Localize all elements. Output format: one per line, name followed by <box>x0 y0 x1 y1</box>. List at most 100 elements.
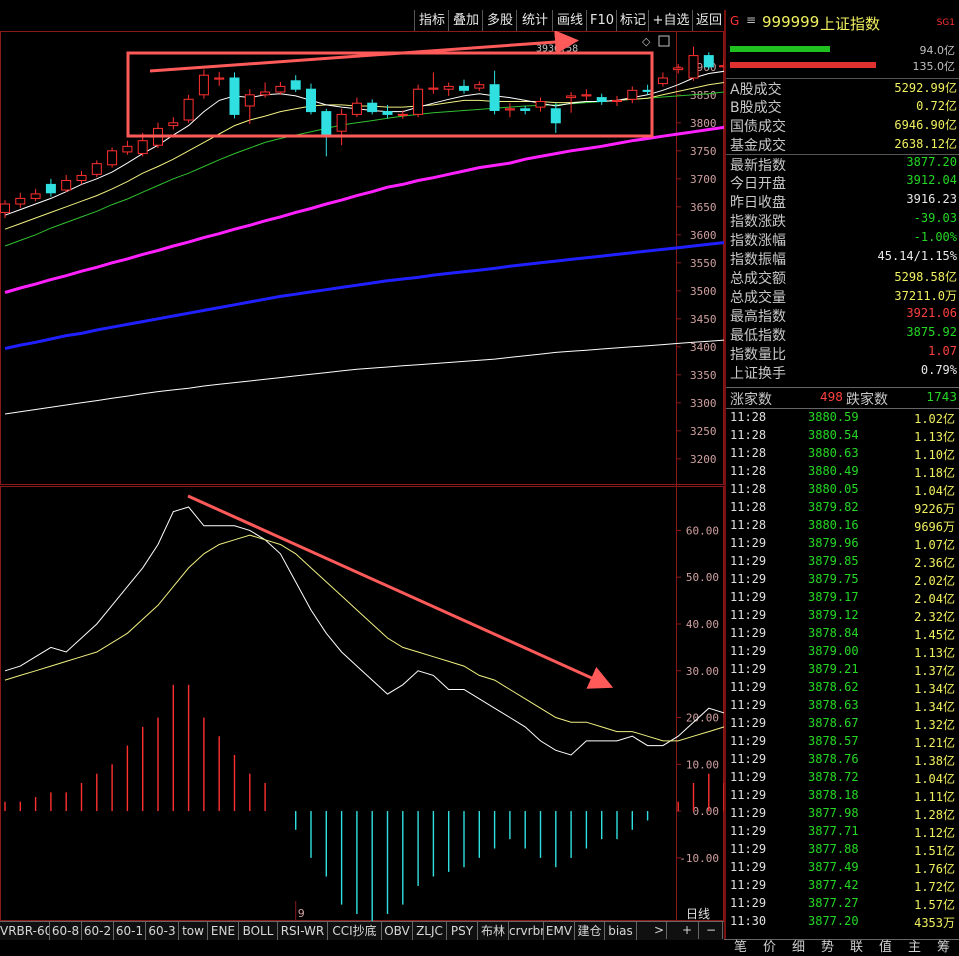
panel-btn-7[interactable]: 筹 <box>936 940 950 955</box>
menu-icon[interactable]: ≡ <box>746 13 757 27</box>
tick-row[interactable]: 11:30 3877.20 4353万 <box>726 914 959 932</box>
tick-row[interactable]: 11:29 3878.84 1.45亿 <box>726 626 959 644</box>
indicator-tab-11[interactable]: ZLJC <box>413 922 447 940</box>
tick-row[interactable]: 11:29 3879.85 2.36亿 <box>726 554 959 572</box>
toolbar-btn-5[interactable]: F10 <box>586 10 617 31</box>
tick-row[interactable]: 11:29 3878.72 1.04亿 <box>726 770 959 788</box>
toolbar-btn-3[interactable]: 统计 <box>516 10 553 31</box>
toolbar-btn-1[interactable]: 叠加 <box>448 10 483 31</box>
tick-row[interactable]: 11:29 3877.98 1.28亿 <box>726 806 959 824</box>
tick-price: 3878.62 <box>808 680 859 694</box>
candle <box>443 82 454 96</box>
tick-row[interactable]: 11:29 3879.00 1.13亿 <box>726 644 959 662</box>
candle <box>520 106 531 115</box>
toolbar-btn-0[interactable]: 指标 <box>414 10 449 31</box>
tick-time: 11:29 <box>730 608 767 622</box>
panel-btn-5[interactable]: 值 <box>878 940 892 955</box>
quote-label: 昨日收盘 <box>730 195 786 211</box>
candle-body <box>15 197 26 205</box>
tick-volume: 1.21亿 <box>914 736 955 750</box>
tick-volume: 1.13亿 <box>914 430 955 444</box>
price-tick-label: 3650 <box>690 201 717 214</box>
indicator-tab-13[interactable]: 布林 <box>478 922 509 940</box>
tab-next-button[interactable]: > <box>652 921 667 939</box>
tick-row[interactable]: 11:28 3880.16 9696万 <box>726 518 959 536</box>
tick-row[interactable]: 11:28 3880.63 1.10亿 <box>726 446 959 464</box>
indicator-tab-9[interactable]: CCI抄底 <box>328 922 382 940</box>
panel-btn-4[interactable]: 联 <box>849 940 863 955</box>
tick-row[interactable]: 11:29 3877.27 1.57亿 <box>726 896 959 914</box>
tick-row[interactable]: 11:28 3880.05 1.04亿 <box>726 482 959 500</box>
toolbar-btn-7[interactable]: +自选 <box>648 10 693 31</box>
toolbar-btn-8[interactable]: 返回 <box>692 10 725 31</box>
zoom-out-button[interactable]: − <box>700 921 723 939</box>
panel-btn-3[interactable]: 势 <box>820 940 834 955</box>
toolbar-btn-2[interactable]: 多股 <box>482 10 517 31</box>
price-chart[interactable] <box>0 46 725 415</box>
tick-row[interactable]: 11:29 3878.63 1.34亿 <box>726 698 959 716</box>
price-tick-label: 3850 <box>690 89 717 102</box>
toolbar-btn-6[interactable]: 标记 <box>616 10 649 31</box>
toolbar-btn-4[interactable]: 画线 <box>552 10 587 31</box>
indicator-tab-1[interactable]: 60-8 <box>50 922 82 940</box>
tick-row[interactable]: 11:29 3877.42 1.72亿 <box>726 878 959 896</box>
tick-volume: 1.11亿 <box>914 790 955 804</box>
indicator-tab-8[interactable]: RSI-WR <box>278 922 328 940</box>
panel-btn-0[interactable]: 笔 <box>733 940 747 955</box>
panel-btn-1[interactable]: 价 <box>762 940 776 955</box>
tick-row[interactable]: 11:28 3880.59 1.02亿 <box>726 410 959 428</box>
tick-row[interactable]: 11:29 3878.57 1.21亿 <box>726 734 959 752</box>
tick-volume: 1.12亿 <box>914 826 955 840</box>
indicator-tab-15[interactable]: EMV <box>544 922 575 940</box>
indicator-tab-4[interactable]: 60-3 <box>146 922 179 940</box>
period-label[interactable]: 日线 <box>686 907 710 921</box>
indicator-tab-10[interactable]: OBV <box>382 922 413 940</box>
zoom-in-button[interactable]: + <box>676 921 699 939</box>
chart-toolbar: 指标 叠加 多股 统计 画线 F10 标记 +自选 返回 <box>0 10 724 31</box>
price-tick-label: 3450 <box>690 313 717 326</box>
panel-btn-2[interactable]: 细 <box>791 940 805 955</box>
tick-price: 3877.20 <box>808 914 859 928</box>
tick-row[interactable]: 11:29 3877.71 1.12亿 <box>726 824 959 842</box>
tick-row[interactable]: 11:29 3879.17 2.04亿 <box>726 590 959 608</box>
tick-row[interactable]: 11:29 3879.21 1.37亿 <box>726 662 959 680</box>
candle-body <box>612 99 622 103</box>
candle-body <box>260 91 271 96</box>
macd-tick-label: 30.00 <box>686 665 719 678</box>
tick-row[interactable]: 11:29 3879.96 1.07亿 <box>726 536 959 554</box>
indicator-tab-0[interactable]: VRBR-60 <box>0 922 50 940</box>
quote-label: 总成交量 <box>730 290 786 306</box>
indicator-tab-3[interactable]: 60-1 <box>114 922 146 940</box>
indicator-tab-6[interactable]: ENE <box>208 922 239 940</box>
indicator-tab-17[interactable]: bias <box>605 922 637 940</box>
diamond-icon[interactable]: ◇ <box>642 35 651 48</box>
candle-body <box>566 95 577 99</box>
tick-row[interactable]: 11:29 3878.18 1.11亿 <box>726 788 959 806</box>
tick-row[interactable]: 11:29 3878.62 1.34亿 <box>726 680 959 698</box>
tick-row[interactable]: 11:28 3880.54 1.13亿 <box>726 428 959 446</box>
tick-row[interactable]: 11:29 3877.88 1.51亿 <box>726 842 959 860</box>
tick-time: 11:29 <box>730 788 767 802</box>
tick-row[interactable]: 11:29 3878.76 1.38亿 <box>726 752 959 770</box>
indicator-tab-5[interactable]: tow <box>179 922 208 940</box>
stock-code: 999999 <box>762 13 820 31</box>
quote-row: 最新指数 3877.20 <box>726 154 959 174</box>
indicator-tab-2[interactable]: 60-2 <box>82 922 114 940</box>
indicator-tab-16[interactable]: 建仓 <box>575 922 605 940</box>
tick-row[interactable]: 11:29 3879.75 2.02亿 <box>726 572 959 590</box>
indicator-tab-7[interactable]: BOLL <box>239 922 278 940</box>
tick-row[interactable]: 11:28 3879.82 9226万 <box>726 500 959 518</box>
tick-row[interactable]: 11:29 3879.12 2.32亿 <box>726 608 959 626</box>
tick-row[interactable]: 11:28 3880.49 1.18亿 <box>726 464 959 482</box>
indicator-tab-12[interactable]: PSY <box>447 922 478 940</box>
window-icon[interactable] <box>658 35 670 47</box>
tick-volume: 2.36亿 <box>914 556 955 570</box>
macd-chart[interactable] <box>4 506 724 921</box>
tick-time: 11:29 <box>730 698 767 712</box>
panel-btn-6[interactable]: 主 <box>907 940 921 955</box>
indicator-tab-14[interactable]: crvrbr <box>509 922 544 940</box>
tick-row[interactable]: 11:29 3878.67 1.32亿 <box>726 716 959 734</box>
price-tick-label: 3750 <box>690 145 717 158</box>
tick-row[interactable]: 11:29 3877.49 1.76亿 <box>726 860 959 878</box>
candle-body <box>275 85 286 93</box>
